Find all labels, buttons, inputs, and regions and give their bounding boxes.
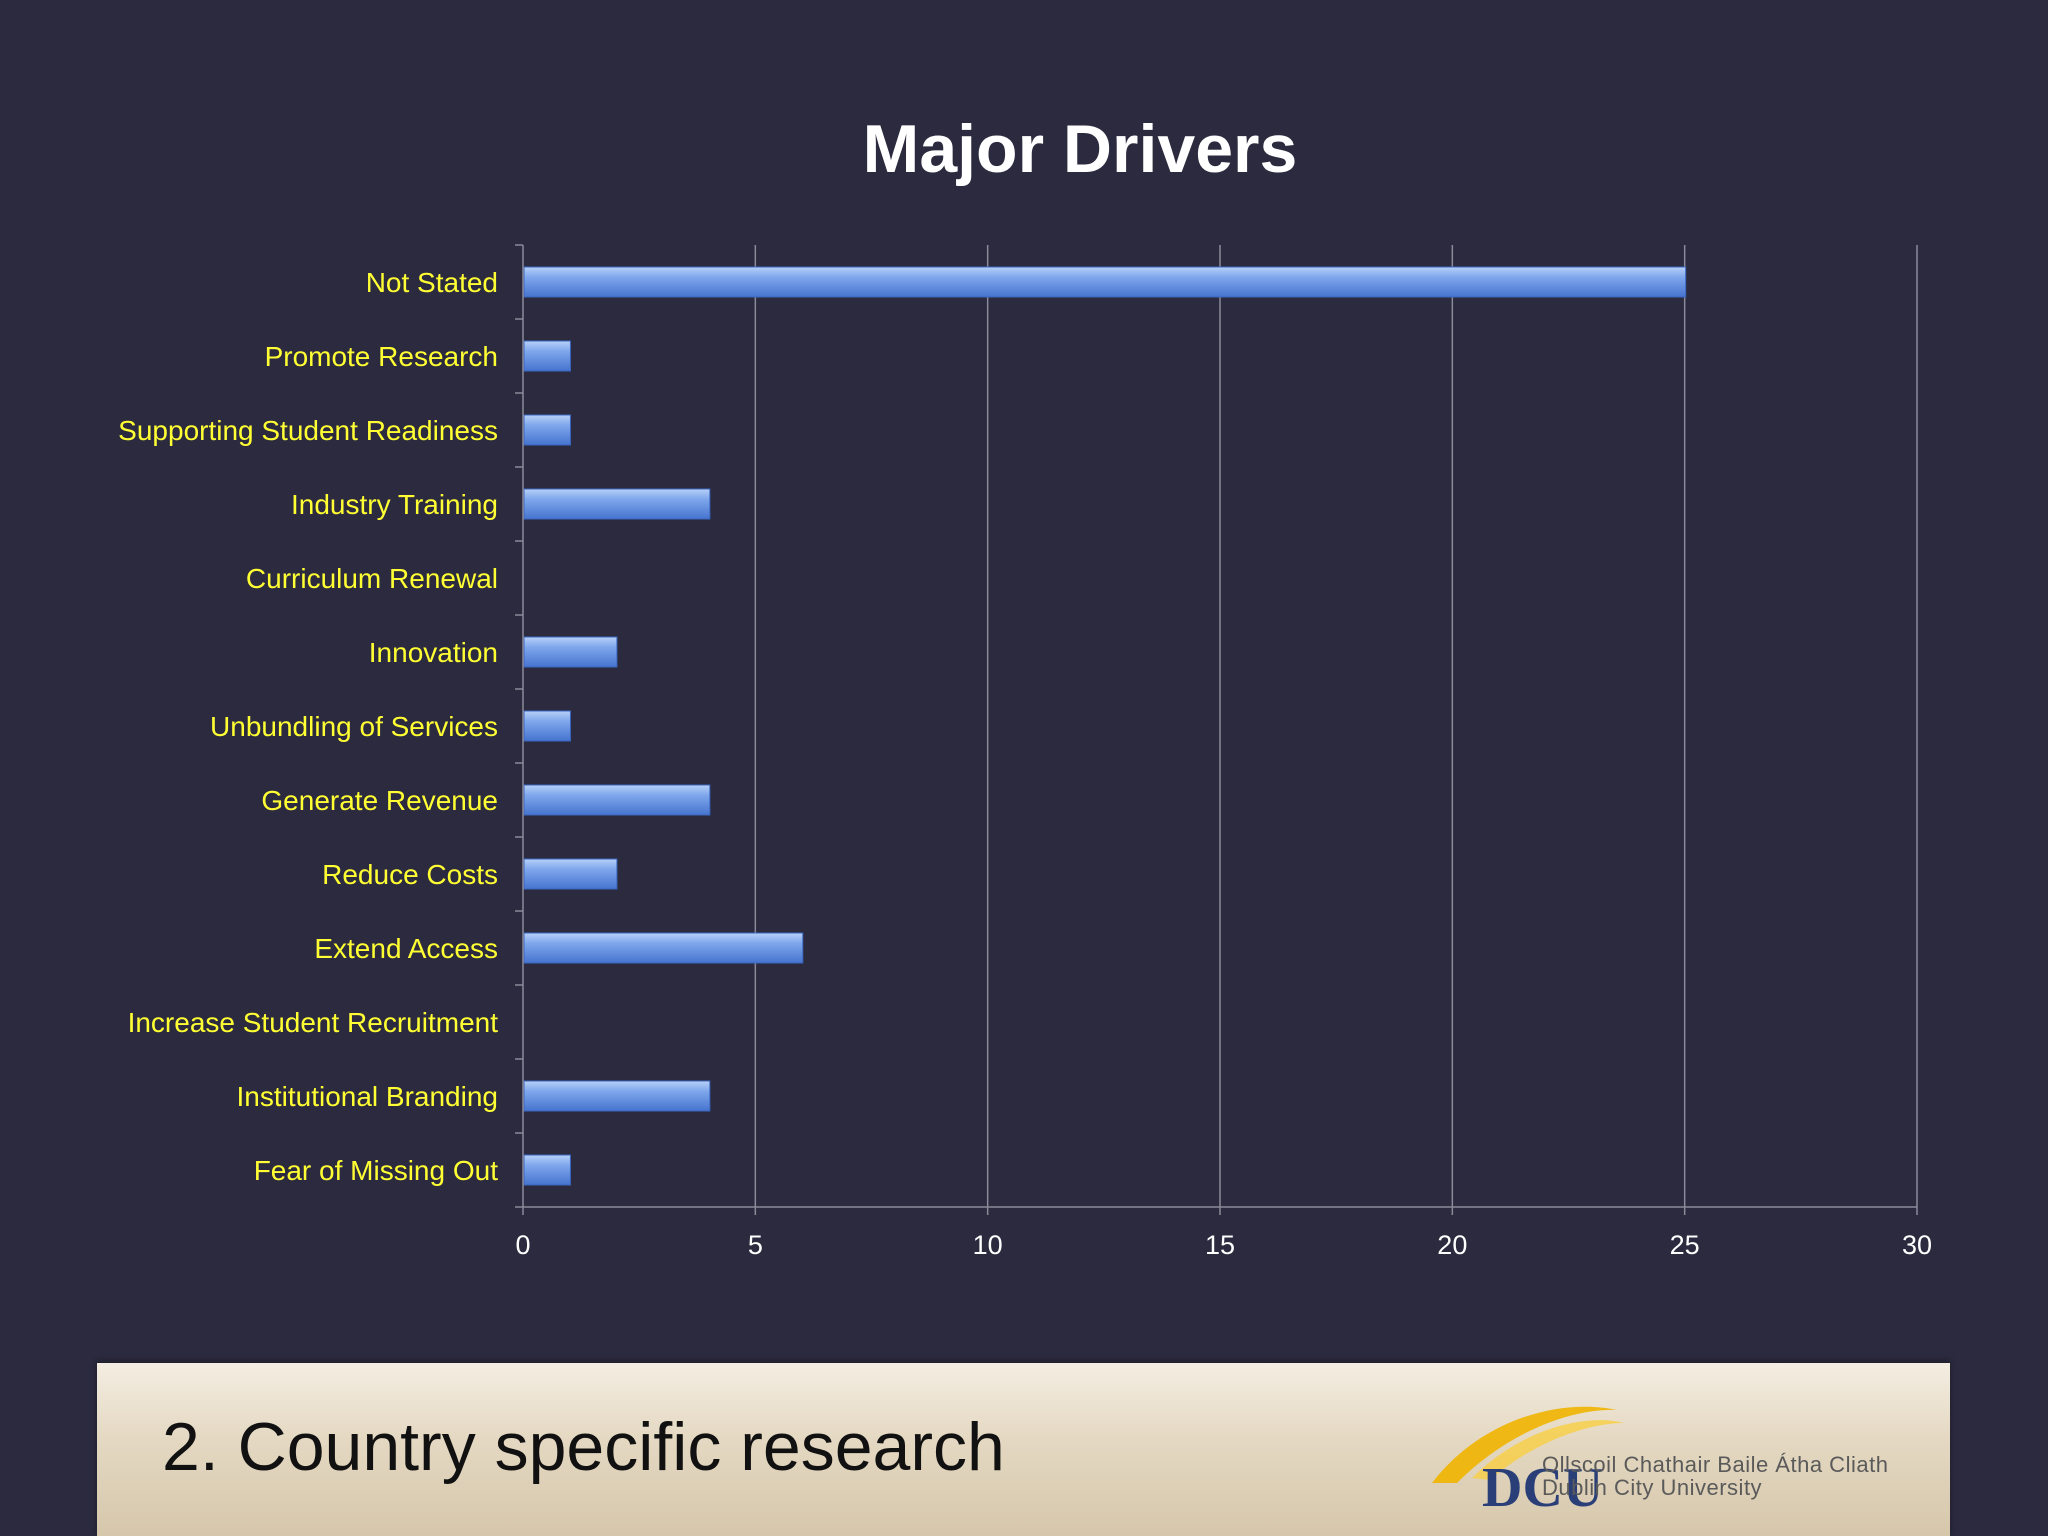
- bar: [523, 266, 1687, 298]
- category-label: Supporting Student Readiness: [118, 415, 498, 446]
- bar: [523, 414, 571, 446]
- logo-line-english: Dublin City University: [1542, 1475, 1763, 1500]
- bar: [523, 1154, 571, 1186]
- bars: [523, 266, 1687, 1186]
- category-label: Unbundling of Services: [210, 711, 498, 742]
- category-label: Extend Access: [314, 933, 498, 964]
- category-label: Increase Student Recruitment: [128, 1007, 499, 1038]
- grid-lines: [754, 245, 1918, 1207]
- dcu-logo-icon: DCU: [1432, 1406, 1624, 1518]
- bar-chart: Not Stated Promote Research Supporting Stu…: [118, 244, 1932, 1260]
- bar: [523, 932, 804, 964]
- category-label: Fear of Missing Out: [254, 1155, 499, 1186]
- category-label: Curriculum Renewal: [246, 563, 498, 594]
- category-label: Not Stated: [366, 267, 498, 298]
- x-tick-label: 20: [1437, 1230, 1467, 1260]
- x-tick-label: 30: [1902, 1230, 1932, 1260]
- category-label: Institutional Branding: [236, 1081, 498, 1112]
- footer-title: 2. Country specific research: [162, 1409, 1005, 1485]
- bar: [523, 488, 711, 520]
- x-tick-label: 25: [1670, 1230, 1700, 1260]
- category-labels: Not Stated Promote Research Supporting Stu…: [118, 267, 498, 1186]
- bar: [523, 858, 618, 890]
- svg-text:DCU: DCU: [1482, 1457, 1603, 1518]
- x-tick-labels: 0 5 10 15 20 25 30: [515, 1230, 1932, 1260]
- x-tick-label: 0: [515, 1230, 530, 1260]
- chart-title: Major Drivers: [862, 111, 1298, 187]
- x-tick-label: 5: [748, 1230, 763, 1260]
- category-label: Reduce Costs: [322, 859, 498, 890]
- axes: [515, 244, 1918, 1215]
- logo-caption: Ollscoil Chathair Baile Átha Cliath Dubl…: [1542, 1453, 1888, 1499]
- logo-line-irish: Ollscoil Chathair Baile Átha Cliath: [1542, 1452, 1889, 1477]
- bar: [523, 1080, 711, 1112]
- bar: [523, 710, 571, 742]
- bar: [523, 636, 618, 668]
- category-label: Innovation: [369, 637, 498, 668]
- category-label: Industry Training: [291, 489, 498, 520]
- x-tick-label: 10: [973, 1230, 1003, 1260]
- x-tick-label: 15: [1205, 1230, 1235, 1260]
- category-label: Generate Revenue: [261, 785, 498, 816]
- category-label: Promote Research: [265, 341, 498, 372]
- bar: [523, 784, 711, 816]
- footer-banner: 2. Country specific research DCU Ollscoi…: [97, 1363, 1950, 1536]
- bar: [523, 340, 571, 372]
